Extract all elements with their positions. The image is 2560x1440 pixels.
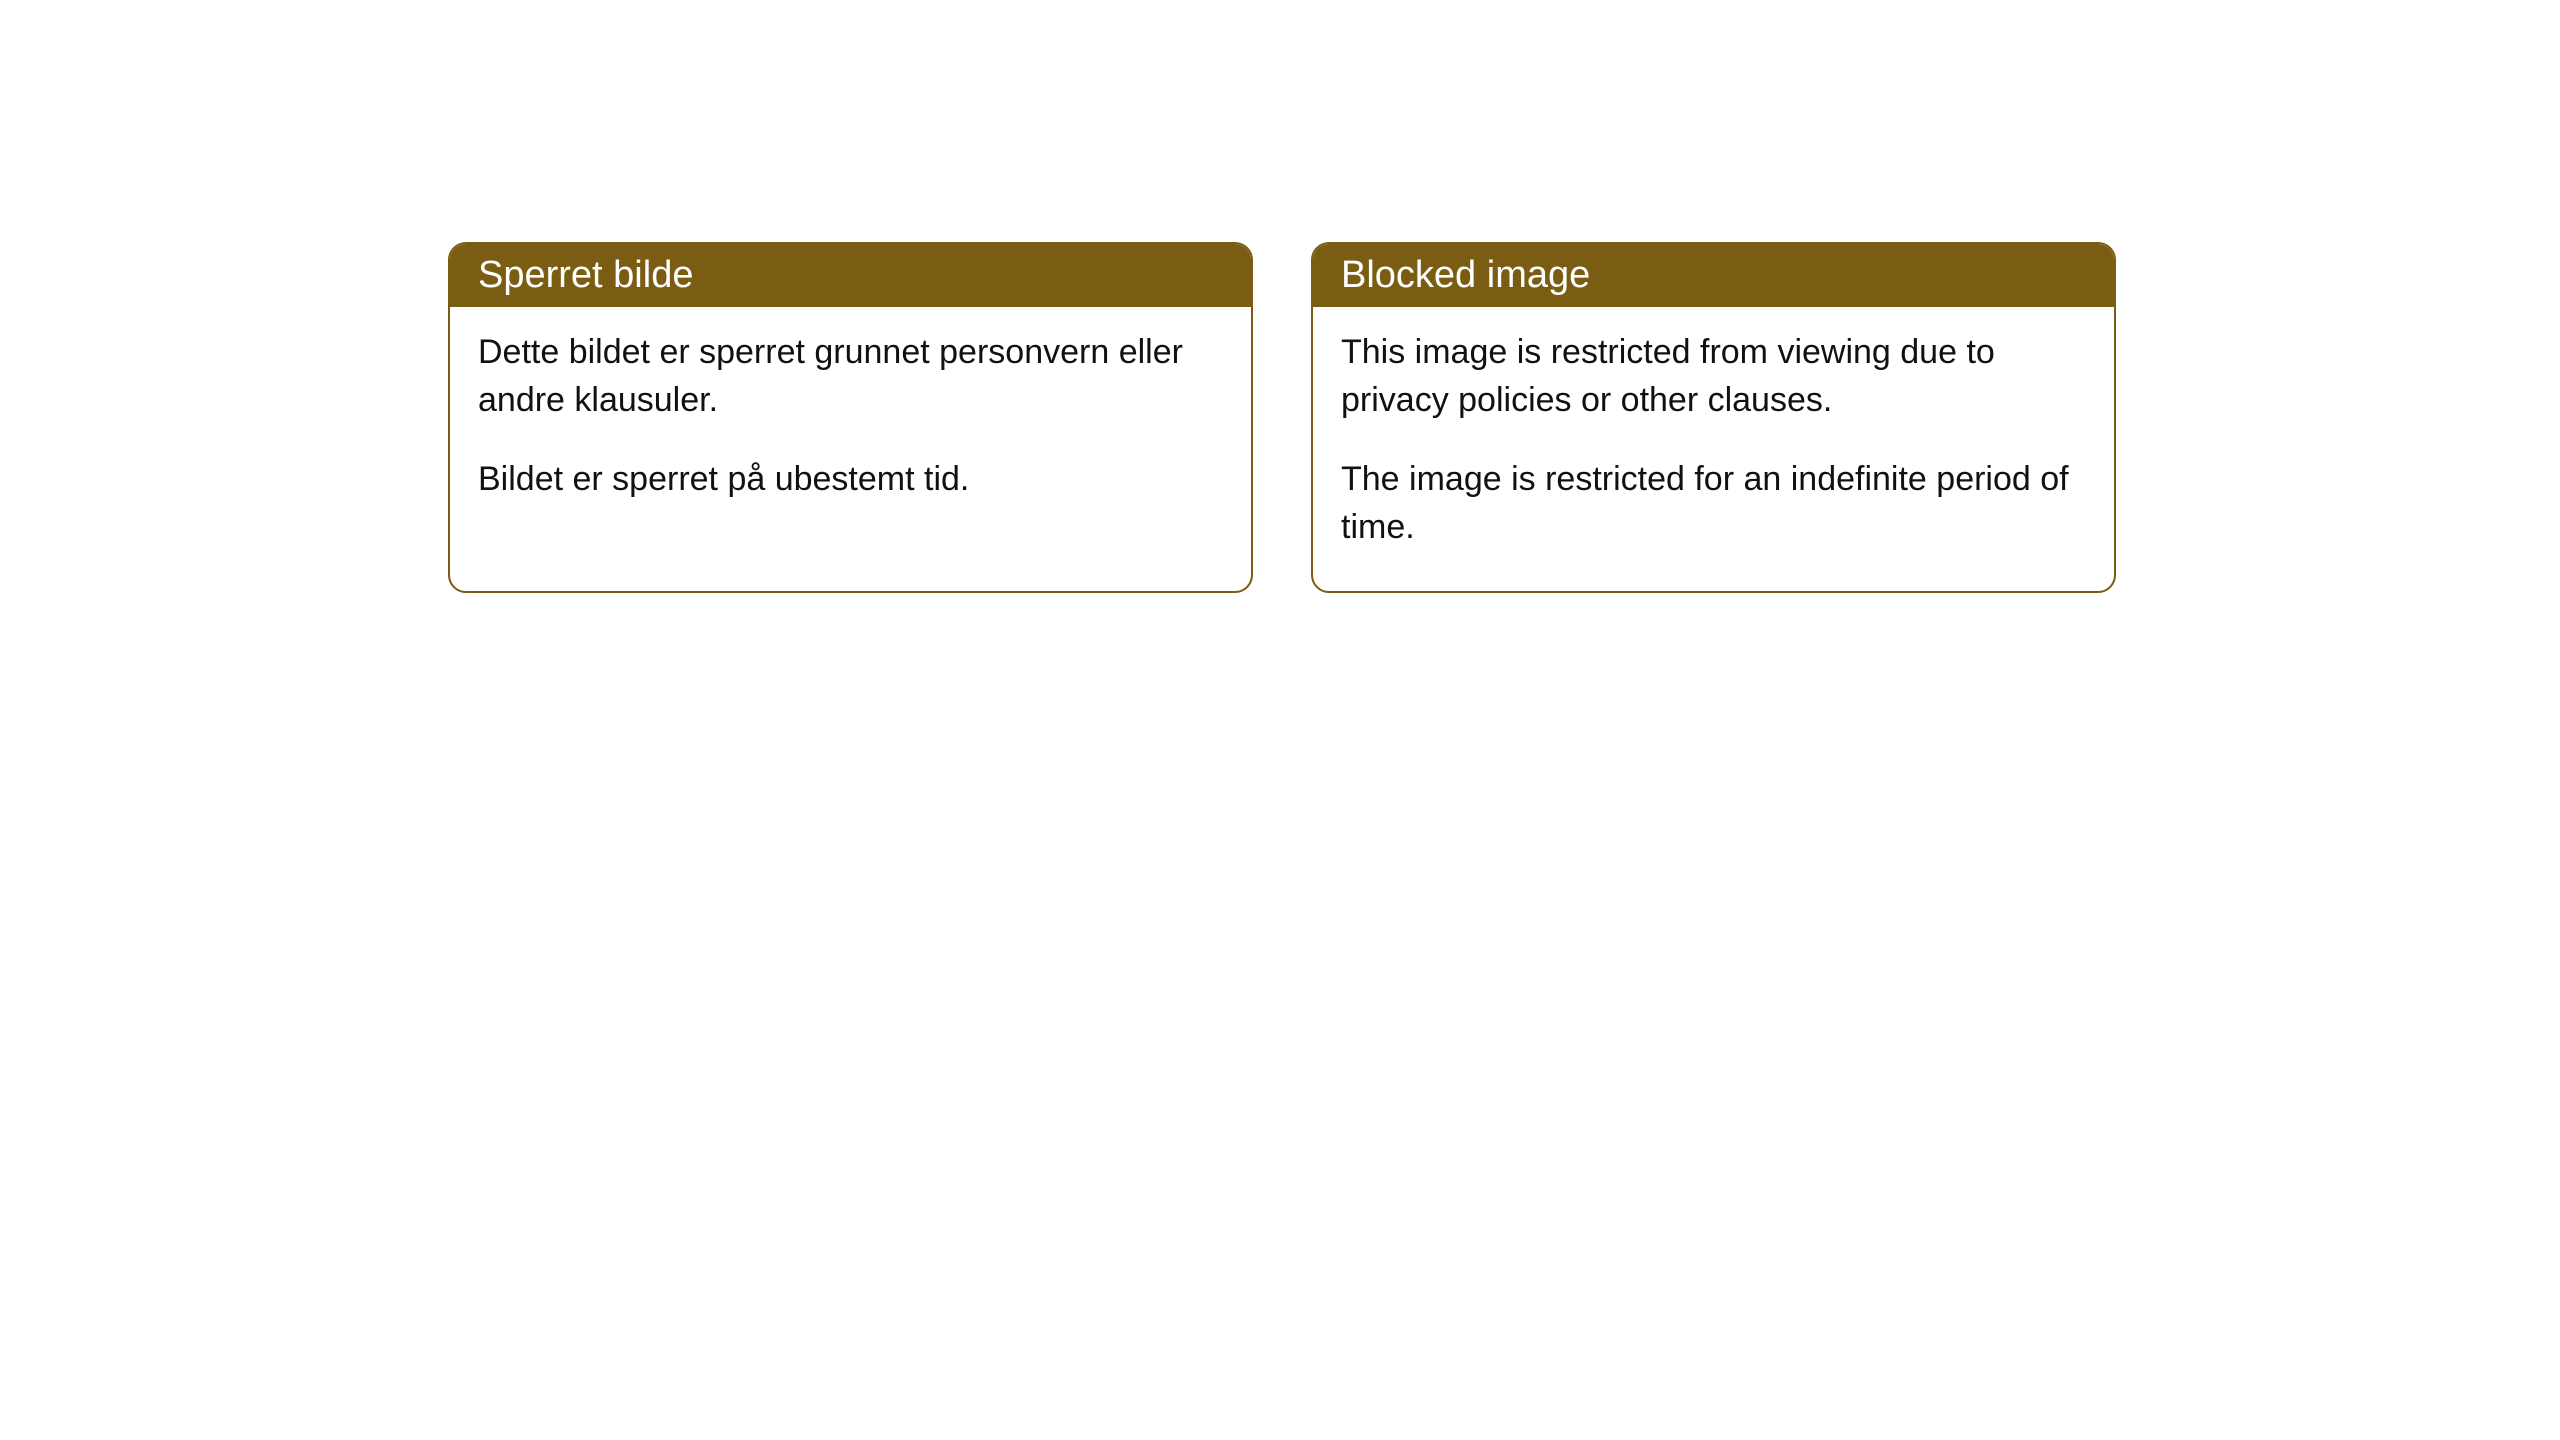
notice-text-line2: Bildet er sperret på ubestemt tid. (478, 456, 1223, 504)
notice-card-english: Blocked image This image is restricted f… (1311, 242, 2116, 593)
notice-text-line2: The image is restricted for an indefinit… (1341, 456, 2086, 551)
notice-body-english: This image is restricted from viewing du… (1313, 307, 2114, 591)
notice-text-line1: This image is restricted from viewing du… (1341, 329, 2086, 424)
notice-header-english: Blocked image (1313, 244, 2114, 307)
notice-body-norwegian: Dette bildet er sperret grunnet personve… (450, 307, 1251, 544)
notice-title: Sperret bilde (478, 254, 693, 296)
notice-text-line1: Dette bildet er sperret grunnet personve… (478, 329, 1223, 424)
notice-card-norwegian: Sperret bilde Dette bildet er sperret gr… (448, 242, 1253, 593)
notice-header-norwegian: Sperret bilde (450, 244, 1251, 307)
notice-title: Blocked image (1341, 254, 1590, 296)
notice-cards-container: Sperret bilde Dette bildet er sperret gr… (0, 0, 2560, 593)
